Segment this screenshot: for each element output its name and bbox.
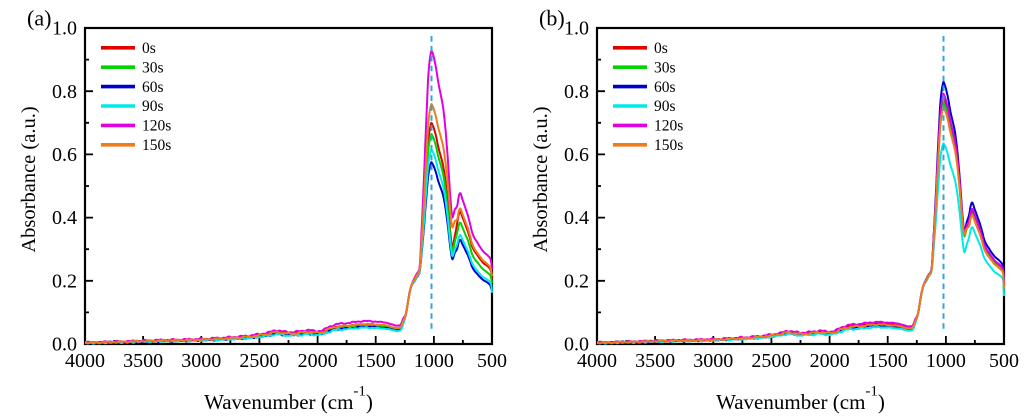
- svg-text:60s: 60s: [142, 79, 164, 96]
- svg-text:150s: 150s: [654, 137, 683, 154]
- svg-text:3500: 3500: [635, 350, 675, 372]
- svg-text:0.4: 0.4: [52, 207, 77, 229]
- svg-text:30s: 30s: [142, 59, 164, 76]
- svg-text:0.6: 0.6: [564, 144, 589, 166]
- svg-text:0s: 0s: [654, 40, 668, 57]
- svg-text:120s: 120s: [142, 118, 171, 135]
- svg-text:0.8: 0.8: [564, 81, 589, 103]
- svg-text:150s: 150s: [142, 137, 171, 154]
- svg-text:500: 500: [477, 350, 507, 372]
- svg-text:2000: 2000: [298, 350, 338, 372]
- svg-text:90s: 90s: [654, 98, 676, 115]
- svg-text:60s: 60s: [654, 79, 676, 96]
- svg-text:2000: 2000: [810, 350, 850, 372]
- svg-text:0.2: 0.2: [52, 270, 77, 292]
- svg-text:500: 500: [989, 350, 1019, 372]
- svg-text:0.6: 0.6: [52, 144, 77, 166]
- svg-text:0.0: 0.0: [52, 334, 77, 356]
- svg-text:2500: 2500: [751, 350, 791, 372]
- svg-text:0.4: 0.4: [564, 207, 589, 229]
- svg-text:3000: 3000: [181, 350, 221, 372]
- svg-text:Absorbance (a.u.): Absorbance (a.u.): [530, 106, 552, 252]
- svg-text:1000: 1000: [926, 350, 966, 372]
- svg-text:Absorbance (a.u.): Absorbance (a.u.): [18, 106, 40, 252]
- svg-text:0s: 0s: [142, 40, 156, 57]
- svg-text:0.8: 0.8: [52, 81, 77, 103]
- svg-text:3500: 3500: [123, 350, 163, 372]
- svg-text:120s: 120s: [654, 118, 683, 135]
- svg-text:4000: 4000: [65, 350, 105, 372]
- svg-text:30s: 30s: [654, 59, 676, 76]
- svg-text:1500: 1500: [356, 350, 396, 372]
- svg-text:1.0: 1.0: [52, 18, 77, 40]
- svg-text:(b): (b): [539, 6, 565, 31]
- svg-text:1500: 1500: [868, 350, 908, 372]
- svg-text:2500: 2500: [239, 350, 279, 372]
- svg-text:0.0: 0.0: [564, 334, 589, 356]
- svg-text:1000: 1000: [414, 350, 454, 372]
- svg-text:90s: 90s: [142, 98, 164, 115]
- svg-text:4000: 4000: [577, 350, 617, 372]
- svg-text:3000: 3000: [693, 350, 733, 372]
- svg-text:(a): (a): [27, 6, 51, 31]
- svg-text:0.2: 0.2: [564, 270, 589, 292]
- svg-text:1.0: 1.0: [564, 18, 589, 40]
